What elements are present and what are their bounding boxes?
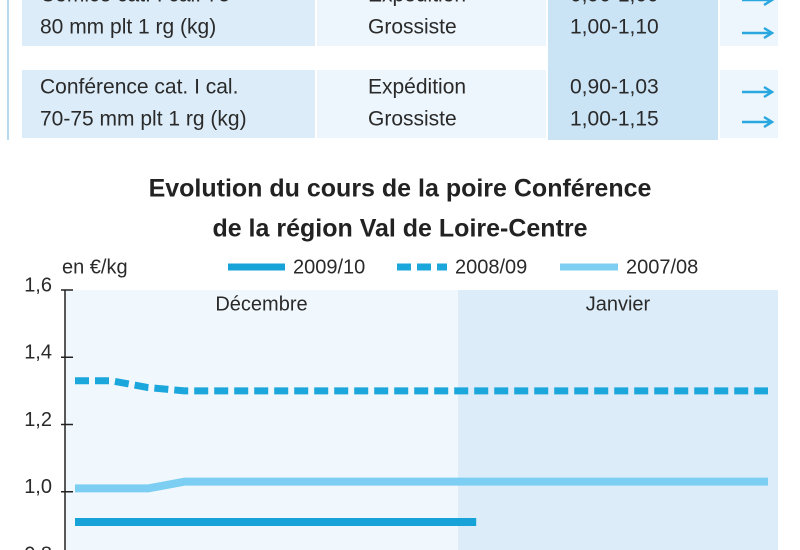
price: 1,00-1,10 [570,16,659,39]
price: 1,00-1,15 [570,108,659,131]
product: 70-75 mm plt 1 rg (kg) [40,108,247,131]
cell [548,0,718,140]
cell [720,70,778,138]
month-label: Janvier [586,293,651,315]
market: Expédition [368,76,466,99]
month-band [457,290,778,550]
arrow [742,85,775,99]
arrow [742,26,775,40]
series-line [75,477,768,493]
arrow [742,115,775,129]
cell [317,0,546,46]
y-tick-label: 1,6 [24,274,52,296]
cell [22,0,315,46]
legend-label: 2009/10 [293,256,365,278]
chart-title: de la région Val de Loire-Centre [212,215,587,243]
product: Conférence cat. I cal. [40,76,238,99]
legend-label: 2007/08 [626,256,698,278]
table [7,0,778,140]
table-text: Comice cat. I cal. 75- Expédition 0,90-1,0… [40,0,659,131]
market: Grossiste [368,16,457,39]
price: 0,90-1,00 [570,0,659,7]
month-band [65,290,458,550]
market: Grossiste [368,108,457,131]
chart-title: Evolution du cours de la poire Conférenc… [149,175,652,203]
cell [22,70,315,138]
month-label: Décembre [215,293,307,315]
product: Comice cat. I cal. 75- [40,0,237,7]
price: 0,90-1,03 [570,76,659,99]
chart: Evolution du cours de la poire Conférenc… [24,175,778,550]
cell [720,0,778,46]
market: Expédition [368,0,466,7]
y-tick-label: 1,4 [24,342,52,364]
y-tick-label: 0,8 [24,543,52,550]
y-axis-label: en €/kg [62,256,128,278]
trend-arrows [742,0,775,129]
arrow [742,0,775,7]
series-line [75,377,768,395]
y-tick-label: 1,2 [24,409,52,431]
y-tick-label: 1,0 [24,476,52,498]
product: 80 mm plt 1 rg (kg) [40,16,216,39]
cell [317,70,546,138]
legend-label: 2008/09 [455,256,527,278]
